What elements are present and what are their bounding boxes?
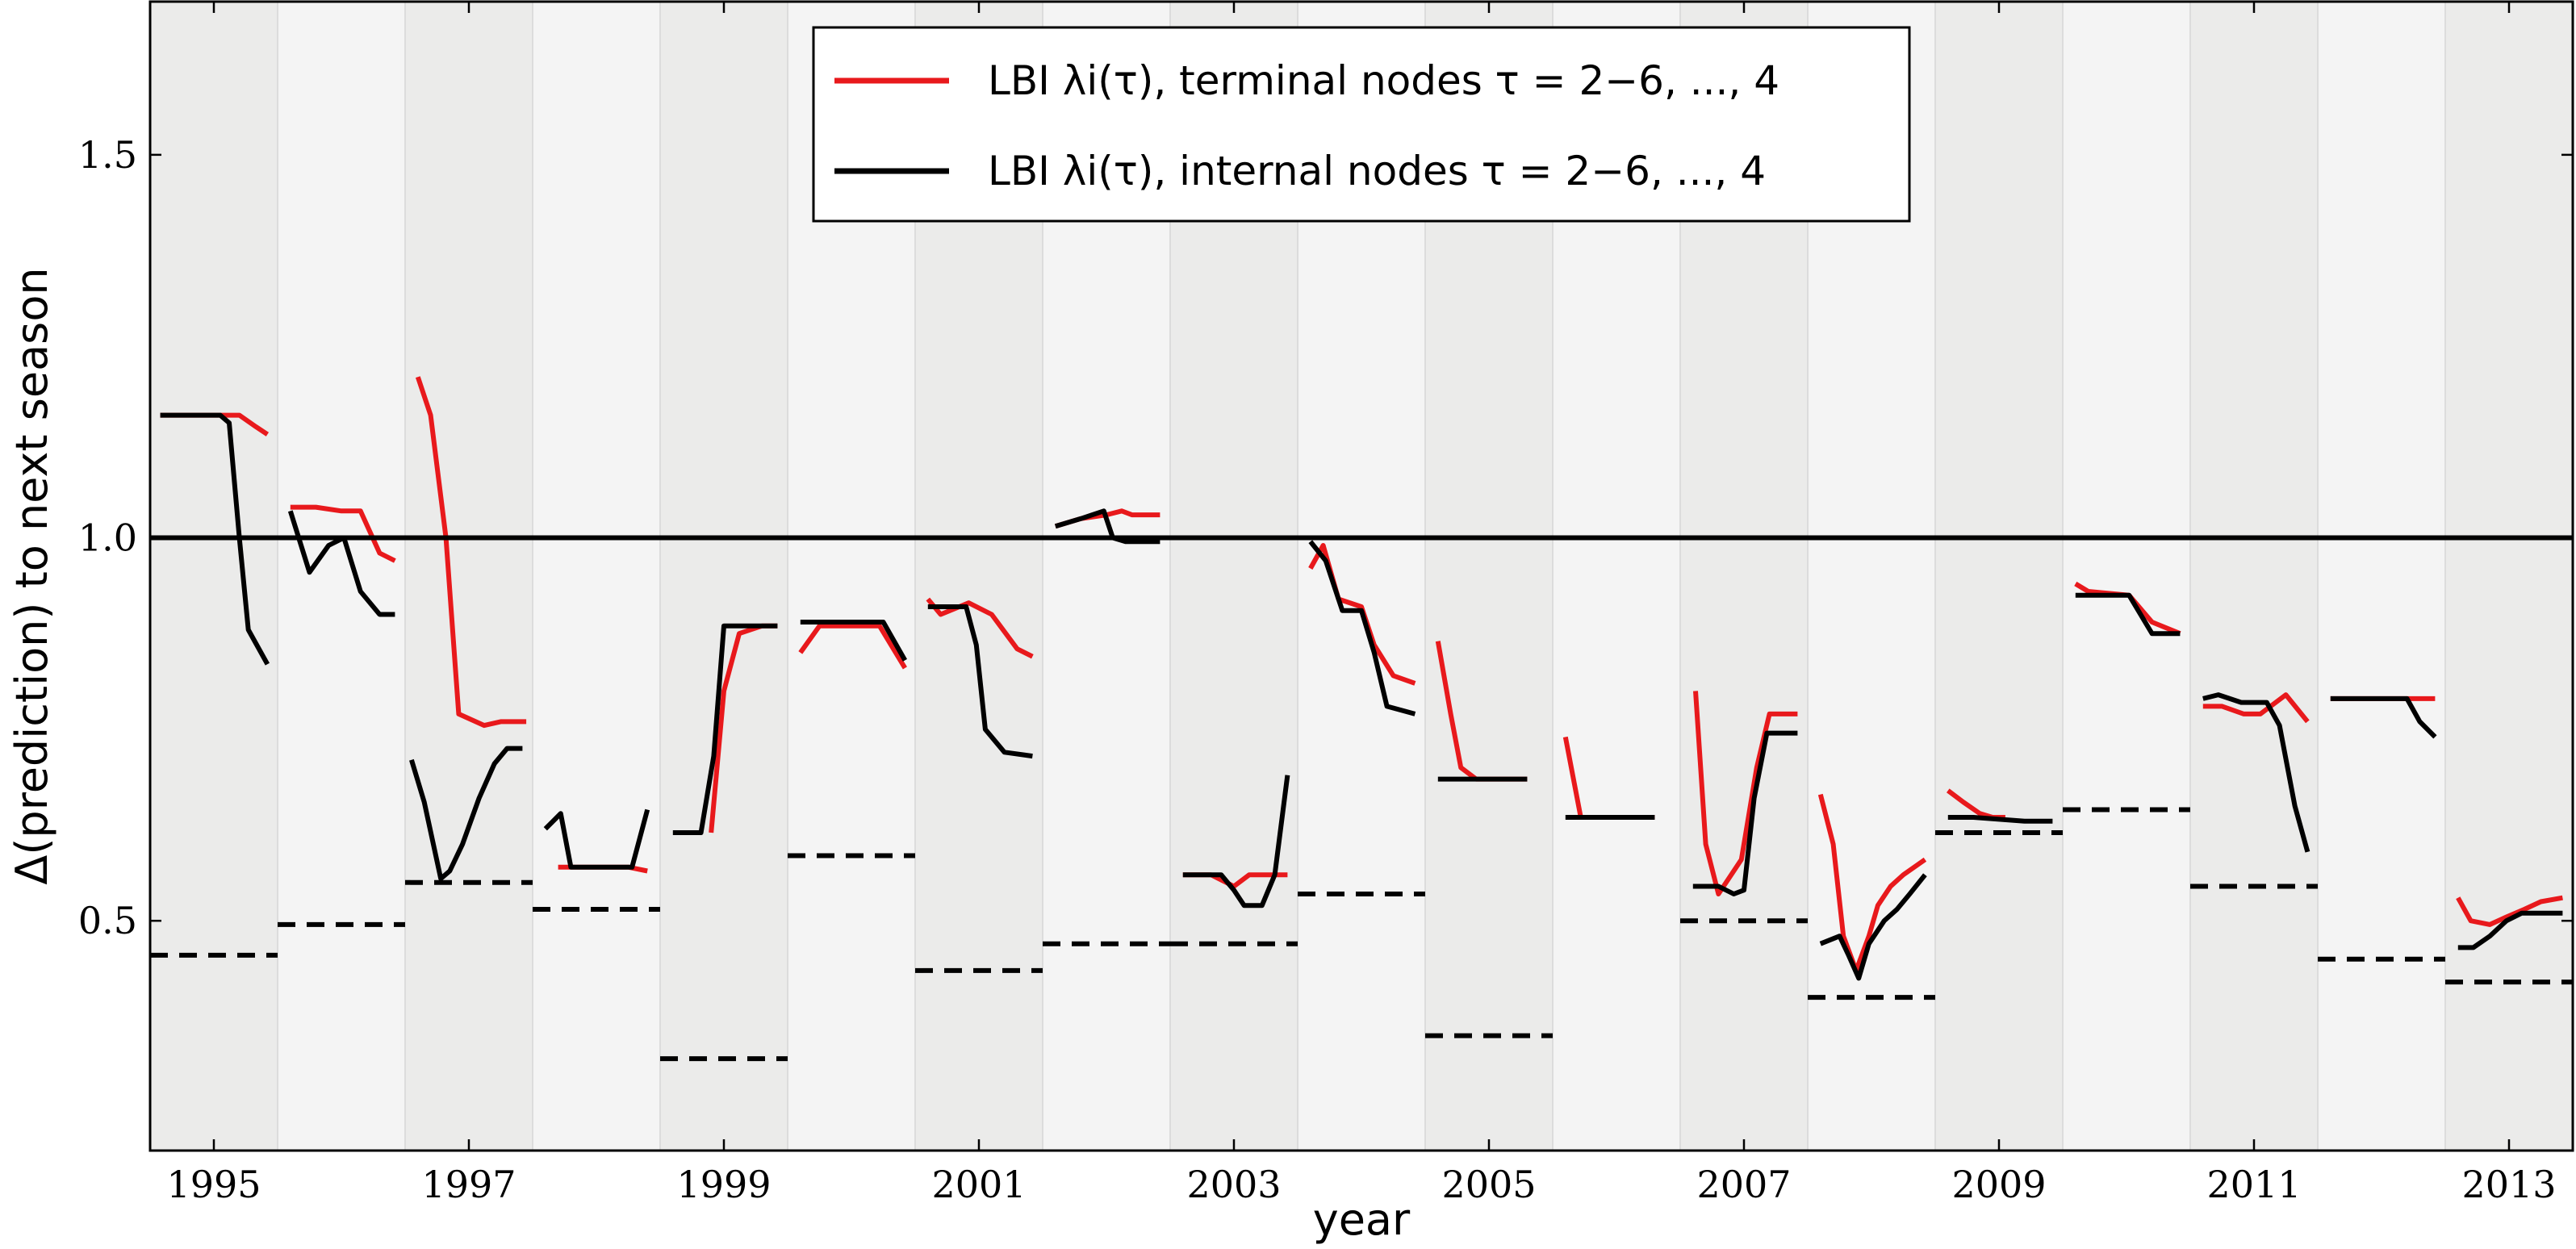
x-axis-label: year — [1313, 1194, 1411, 1245]
internal-series-segment — [2075, 592, 2181, 637]
x-tick-label: 1995 — [166, 1163, 261, 1206]
season-band — [278, 2, 405, 1151]
terminal-series-segment — [2202, 692, 2310, 724]
x-tick-label: 2007 — [1696, 1163, 1791, 1206]
season-band — [2063, 2, 2190, 1151]
series-group — [150, 807, 2573, 1062]
internal-series-segment — [800, 620, 908, 662]
x-tick-label: 1999 — [676, 1163, 771, 1206]
y-tick-label: 1.0 — [78, 516, 137, 560]
y-tick-label: 0.5 — [78, 899, 137, 942]
y-tick-label: 1.5 — [78, 133, 137, 177]
terminal-series-segment — [2456, 895, 2563, 927]
plot-frame — [148, 0, 2574, 1152]
terminal-series-segment — [926, 597, 1034, 659]
series-group — [160, 376, 2563, 973]
x-tick-label: 2013 — [2461, 1163, 2556, 1206]
x-tick-label: 2009 — [1951, 1163, 2046, 1206]
x-tick-label: 1997 — [421, 1163, 516, 1206]
internal-series-segment — [2457, 910, 2563, 950]
internal-series-segment — [543, 808, 650, 870]
terminal-series-segment — [798, 623, 907, 670]
internal-series-segment — [160, 412, 270, 666]
season-band — [150, 2, 278, 1151]
season-band — [2318, 2, 2445, 1151]
season-band — [533, 2, 660, 1151]
season-band — [2445, 2, 2573, 1151]
terminal-series-segment — [1817, 793, 1927, 973]
y-axis-label: Δ(prediction) to next season — [6, 267, 57, 884]
internal-series-segment — [1692, 730, 1798, 896]
internal-series-segment — [2330, 696, 2437, 739]
x-tick-label: 2003 — [1186, 1163, 1281, 1206]
season-bands — [150, 2, 2573, 1151]
legend-label-terminal: LBI λi(τ), terminal nodes τ = 2−6, ..., … — [988, 57, 1779, 104]
legend-label-internal: LBI λi(τ), internal nodes τ = 2−6, ..., … — [988, 148, 1766, 194]
legend-box — [812, 26, 1911, 223]
internal-series-segment — [409, 746, 523, 881]
internal-series-segment — [1054, 508, 1160, 545]
terminal-series-segment — [1308, 543, 1416, 686]
season-band — [660, 2, 788, 1151]
x-tick-label: 2005 — [1441, 1163, 1536, 1206]
season-band — [405, 2, 533, 1151]
internal-series-segment — [2202, 692, 2310, 853]
internal-series-segment — [1947, 815, 2053, 824]
series-layer — [150, 376, 2573, 1062]
internal-series-segment — [672, 623, 778, 835]
internal-series-segment — [927, 604, 1033, 759]
terminal-series-segment — [1693, 691, 1798, 896]
x-tick-label: 2001 — [931, 1163, 1026, 1206]
internal-series-segment — [1308, 540, 1416, 716]
season-band — [1935, 2, 2063, 1151]
season-band — [2190, 2, 2318, 1151]
legend: LBI λi(τ), terminal nodes τ = 2−6, ..., … — [812, 26, 1911, 223]
internal-series-segment — [1182, 775, 1290, 909]
x-tick-label: 2011 — [2206, 1163, 2301, 1206]
internal-series-segment — [1819, 873, 1927, 981]
terminal-series-segment — [415, 376, 527, 729]
terminal-series-segment — [290, 504, 396, 563]
ticks-layer: 1995 1997 1999 2001 2003 2005 2007 2009 2011 2013… — [78, 2, 2573, 1206]
